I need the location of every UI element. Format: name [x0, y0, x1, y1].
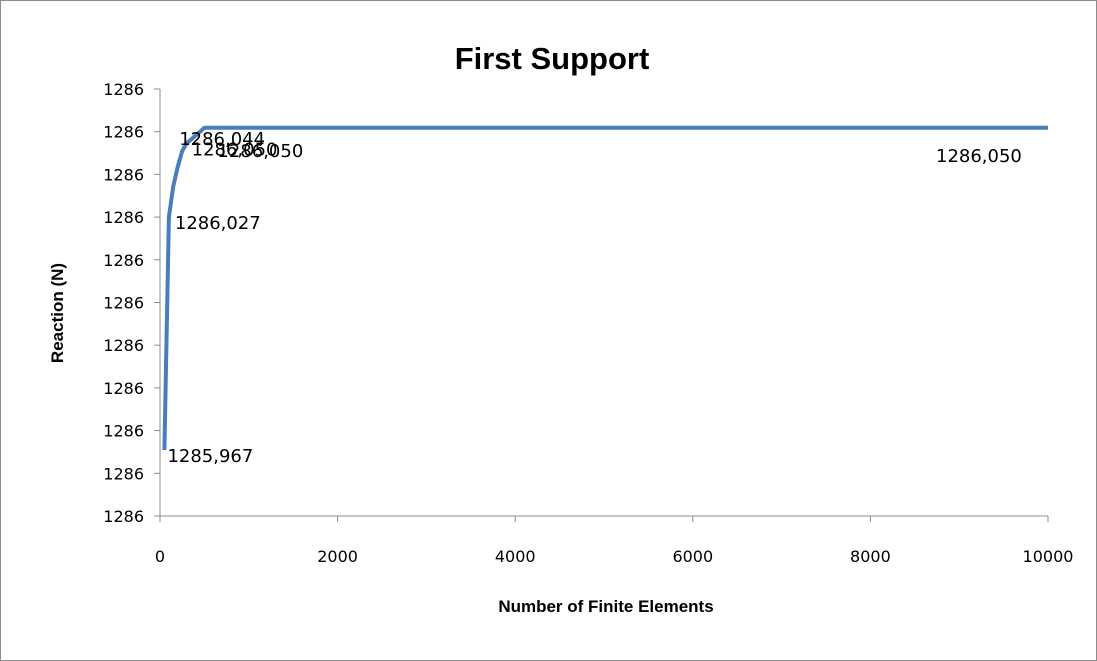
- x-tick-label: 10000: [1023, 547, 1074, 566]
- data-label: 1286,050: [192, 139, 278, 160]
- y-tick-label: 1286: [103, 379, 144, 398]
- x-tick-label: 2000: [317, 547, 358, 566]
- data-labels: 1285,9671286,0271286,0441286,0501286,050…: [167, 129, 1021, 467]
- data-label: 1286,027: [175, 213, 261, 234]
- y-tick-label: 1286: [103, 80, 144, 99]
- y-tick-label: 1286: [103, 336, 144, 355]
- data-label: 1286,044: [179, 129, 265, 150]
- y-axis-title: Reaction (N): [48, 263, 67, 363]
- y-tick-label: 1286: [103, 251, 144, 270]
- y-tick-label: 1286: [103, 123, 144, 142]
- y-tick-label: 1286: [103, 165, 144, 184]
- data-label: 1286,050: [936, 146, 1022, 167]
- series-line: [162, 125, 1048, 451]
- data-label: 1285,967: [167, 446, 253, 467]
- chart-title: First Support: [455, 41, 650, 76]
- y-tick-label: 1286: [103, 422, 144, 441]
- y-tick-label: 1286: [103, 208, 144, 227]
- series-group: [162, 125, 1048, 451]
- y-tick-label: 1286: [103, 464, 144, 483]
- x-axis-title: Number of Finite Elements: [498, 597, 713, 616]
- x-tick-label: 0: [155, 547, 165, 566]
- y-tick-label: 1286: [103, 294, 144, 313]
- y-tick-label: 1286: [103, 507, 144, 526]
- x-tick-label: 6000: [672, 547, 713, 566]
- x-tick-label: 4000: [495, 547, 536, 566]
- x-tick-label: 8000: [850, 547, 891, 566]
- x-ticks: 0 2000 4000 6000 8000 10000: [155, 516, 1074, 566]
- y-ticks: 1286 1286 1286 1286 1286 1286 1286 1286 1286 1286…: [103, 80, 160, 526]
- data-label: 1286,050: [217, 141, 303, 162]
